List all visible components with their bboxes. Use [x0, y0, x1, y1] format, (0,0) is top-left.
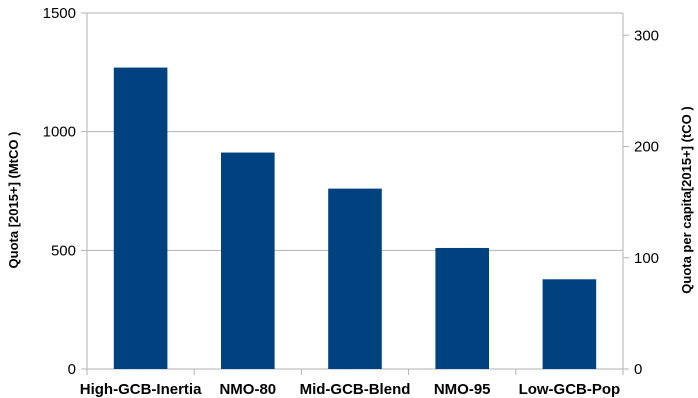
category-label: NMO-80 [219, 381, 276, 398]
category-label: High-GCB-Inertia [80, 381, 202, 398]
left-tick-label: 500 [51, 242, 76, 259]
left-y-ticks: 0 500 1000 1500 [43, 5, 76, 378]
left-tick-label: 0 [68, 361, 76, 378]
bar-mid-gcb-blend [328, 188, 382, 369]
right-tick-label: 300 [634, 27, 659, 44]
bar-high-gcb-inertia [113, 67, 168, 369]
right-tick-label: 200 [634, 139, 659, 156]
x-category-labels: High-GCB-Inertia NMO-80 Mid-GCB-Blend NMO-9… [80, 381, 620, 398]
bar-nmo-80 [221, 152, 275, 369]
category-label: Low-GCB-Pop [519, 381, 621, 398]
right-y-ticks: 0 100 200 300 [623, 27, 659, 378]
right-tick-label: 0 [634, 361, 642, 378]
left-tick-label: 1500 [43, 5, 76, 22]
category-label: Mid-GCB-Blend [300, 381, 411, 398]
axes [86, 13, 624, 375]
bar-nmo-95 [435, 247, 489, 369]
y-axis-title-left: Quota [2015+] (MtCO ) [6, 132, 21, 269]
bars [113, 67, 597, 369]
y-axis-title-right: Quota per capita[2015+] (tCO ) [679, 106, 694, 293]
left-tick-label: 1000 [43, 124, 76, 141]
bar-low-gcb-pop [542, 279, 597, 369]
right-tick-label: 100 [634, 250, 659, 267]
category-label: NMO-95 [434, 381, 491, 398]
